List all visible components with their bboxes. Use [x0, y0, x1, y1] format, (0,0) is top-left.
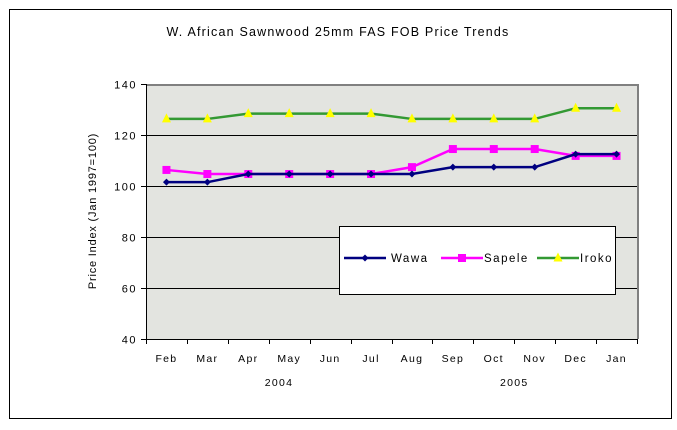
- plot-area: [146, 84, 637, 339]
- legend-box: [339, 226, 616, 295]
- series-wawa: [162, 150, 621, 186]
- data-point: [326, 170, 334, 178]
- x-tick-label: Oct: [484, 353, 504, 365]
- x-tick-label: Jul: [362, 353, 379, 365]
- legend-item-iroko: Iroko: [537, 252, 613, 265]
- x-tick-label: Jan: [606, 353, 627, 365]
- data-point: [449, 163, 457, 171]
- y-axis-label: Price Index (Jan 1997=100): [87, 133, 99, 289]
- year-label: 2004: [265, 377, 294, 389]
- legend-item-wawa: Wawa: [344, 253, 429, 265]
- series-line: [166, 106, 617, 121]
- data-point: [408, 170, 416, 178]
- x-tick-label: Apr: [238, 353, 258, 365]
- x-tick-label: Jun: [320, 353, 341, 365]
- data-point: [448, 145, 457, 154]
- legend-marker: [553, 252, 563, 262]
- data-point: [531, 163, 539, 171]
- legend-marker: [361, 254, 369, 262]
- x-tick-label: Sep: [442, 353, 465, 365]
- data-point: [203, 170, 212, 179]
- data-point: [530, 113, 540, 123]
- y-tick-label: 60: [122, 284, 137, 296]
- x-tick-label: May: [277, 353, 301, 365]
- data-point: [490, 163, 498, 171]
- series-line: [166, 147, 617, 176]
- series-iroko: [161, 102, 622, 123]
- data-point: [572, 150, 580, 158]
- data-point: [284, 108, 294, 118]
- x-tick-label: Feb: [155, 353, 177, 365]
- data-point: [407, 163, 416, 172]
- data-point: [366, 108, 376, 118]
- data-point: [613, 150, 621, 158]
- y-tick-label: 140: [114, 80, 137, 92]
- y-tick-label: 40: [122, 335, 137, 347]
- series-line: [166, 152, 617, 184]
- data-point: [162, 165, 171, 174]
- x-tick-label: Aug: [401, 353, 424, 365]
- data-point: [285, 170, 293, 178]
- data-point: [162, 178, 170, 186]
- data-point: [448, 113, 458, 123]
- x-tick-label: Mar: [196, 353, 218, 365]
- y-tick-label: 100: [114, 182, 137, 194]
- data-point: [612, 102, 622, 112]
- chart-title: W. African Sawnwood 25mm FAS FOB Price T…: [167, 25, 510, 39]
- data-point: [367, 170, 375, 178]
- data-point: [243, 108, 253, 118]
- legend-label: Wawa: [391, 253, 429, 265]
- data-point: [407, 113, 417, 123]
- data-point: [489, 145, 498, 154]
- y-tick-label: 80: [122, 233, 137, 245]
- data-point: [489, 113, 499, 123]
- y-tick-label: 120: [114, 131, 137, 143]
- data-point: [244, 170, 252, 178]
- data-point: [530, 145, 539, 154]
- data-point: [571, 102, 581, 112]
- year-label: 2005: [500, 377, 529, 389]
- legend-label: Iroko: [580, 253, 613, 265]
- legend-label: Sapele: [484, 253, 529, 265]
- data-point: [161, 113, 171, 123]
- data-point: [203, 178, 211, 186]
- data-point: [202, 113, 212, 123]
- legend-item-sapele: Sapele: [441, 253, 529, 265]
- x-tick-label: Dec: [564, 353, 587, 365]
- x-tick-label: Nov: [523, 353, 546, 365]
- data-point: [325, 108, 335, 118]
- legend-marker: [458, 254, 466, 262]
